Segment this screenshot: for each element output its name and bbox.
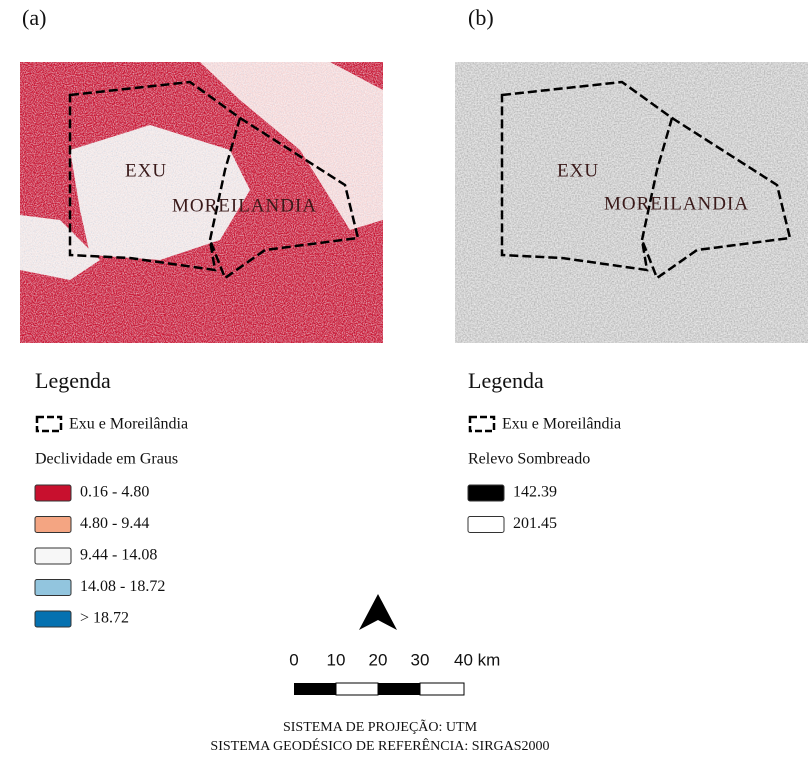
scale-bar (294, 683, 464, 695)
map-label: MOREILANDIA (172, 195, 317, 216)
legend-subtitle: Relevo Sombreado (468, 451, 590, 468)
legend-swatch (35, 580, 71, 596)
legend-text: 0.16 - 4.80 (80, 484, 149, 501)
legend-swatch (468, 485, 504, 501)
hillshade-map: EXU MOREILANDIA (455, 62, 808, 343)
panel-label: (a) (22, 5, 46, 30)
map-label: EXU (557, 160, 599, 181)
scale-label: 30 (411, 650, 430, 669)
map-label: EXU (125, 160, 167, 181)
north-arrow (359, 594, 397, 630)
legend-swatch (35, 611, 71, 627)
map-label: MOREILANDIA (604, 193, 749, 214)
legend-text: 142.39 (513, 484, 557, 501)
legend-title: Legenda (35, 368, 111, 393)
legend-text: 14.08 - 18.72 (80, 578, 165, 595)
panel-label: (b) (468, 5, 494, 30)
scale-label: 20 (369, 650, 388, 669)
legend-text: 201.45 (513, 515, 557, 532)
slope-map: EXU MOREILANDIA (20, 62, 383, 343)
footer-text: SISTEMA DE PROJEÇÃO: UTM (283, 719, 478, 735)
legend-text: 4.80 - 9.44 (80, 515, 149, 532)
figure: EXU MOREILANDIA EXU MOREILANDIA (a) Legen… (0, 0, 808, 763)
boundary-symbol (470, 417, 494, 431)
legend-text: > 18.72 (80, 610, 129, 627)
boundary-symbol (37, 417, 61, 431)
scale-labels: 0 10 20 30 40 km (289, 650, 500, 669)
footer-text: SISTEMA GEODÉSICO DE REFERÊNCIA: SIRGAS2… (210, 737, 549, 754)
legend-swatch (35, 517, 71, 533)
legend-text: 9.44 - 14.08 (80, 547, 157, 564)
legend-text: Exu e Moreilândia (69, 416, 188, 433)
legend-swatch (35, 485, 71, 501)
legend-text: Exu e Moreilândia (502, 416, 621, 433)
legend-swatch (468, 517, 504, 533)
legend-subtitle: Declividade em Graus (35, 451, 178, 468)
scale-label: 10 (327, 650, 346, 669)
scale-label: 0 (289, 650, 298, 669)
legend-title: Legenda (468, 368, 544, 393)
legend-swatch (35, 548, 71, 564)
scale-label: 40 km (454, 650, 500, 669)
